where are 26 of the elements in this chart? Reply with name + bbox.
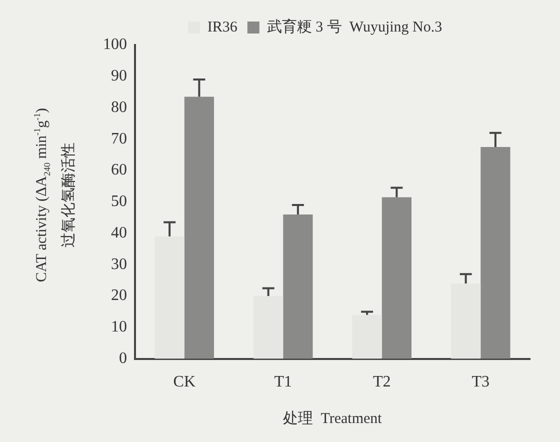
bar bbox=[283, 214, 313, 359]
x-tick-label: T3 bbox=[472, 374, 490, 391]
bar bbox=[154, 236, 184, 359]
y-tick-label: 50 bbox=[111, 193, 127, 210]
y-tick-label: 90 bbox=[111, 68, 127, 85]
legend-label: IR36 bbox=[207, 19, 238, 36]
bar bbox=[480, 146, 510, 359]
y-tick-label: 20 bbox=[111, 287, 127, 304]
y-tick-label: 0 bbox=[119, 350, 127, 368]
y-tick-label: 100 bbox=[103, 36, 127, 54]
y-tick-label: 30 bbox=[111, 256, 127, 273]
bar bbox=[184, 96, 214, 359]
bar bbox=[451, 283, 481, 359]
legend-label: 武育粳 3 号 Wuyujing No.3 bbox=[266, 18, 442, 36]
y-tick-label: 70 bbox=[111, 130, 127, 148]
x-tick-label: CK bbox=[173, 374, 196, 391]
bar bbox=[254, 296, 284, 359]
x-tick-label: T1 bbox=[274, 374, 292, 391]
y-tick-label: 60 bbox=[111, 162, 127, 179]
x-tick-label: T2 bbox=[372, 374, 391, 391]
bar bbox=[382, 197, 412, 359]
y-tick-label: 40 bbox=[111, 224, 127, 242]
bar bbox=[352, 314, 382, 359]
x-axis-title: 处理 Treatment bbox=[283, 410, 383, 427]
y-tick-label: 10 bbox=[111, 318, 127, 336]
y-tick-label: 80 bbox=[111, 98, 127, 116]
